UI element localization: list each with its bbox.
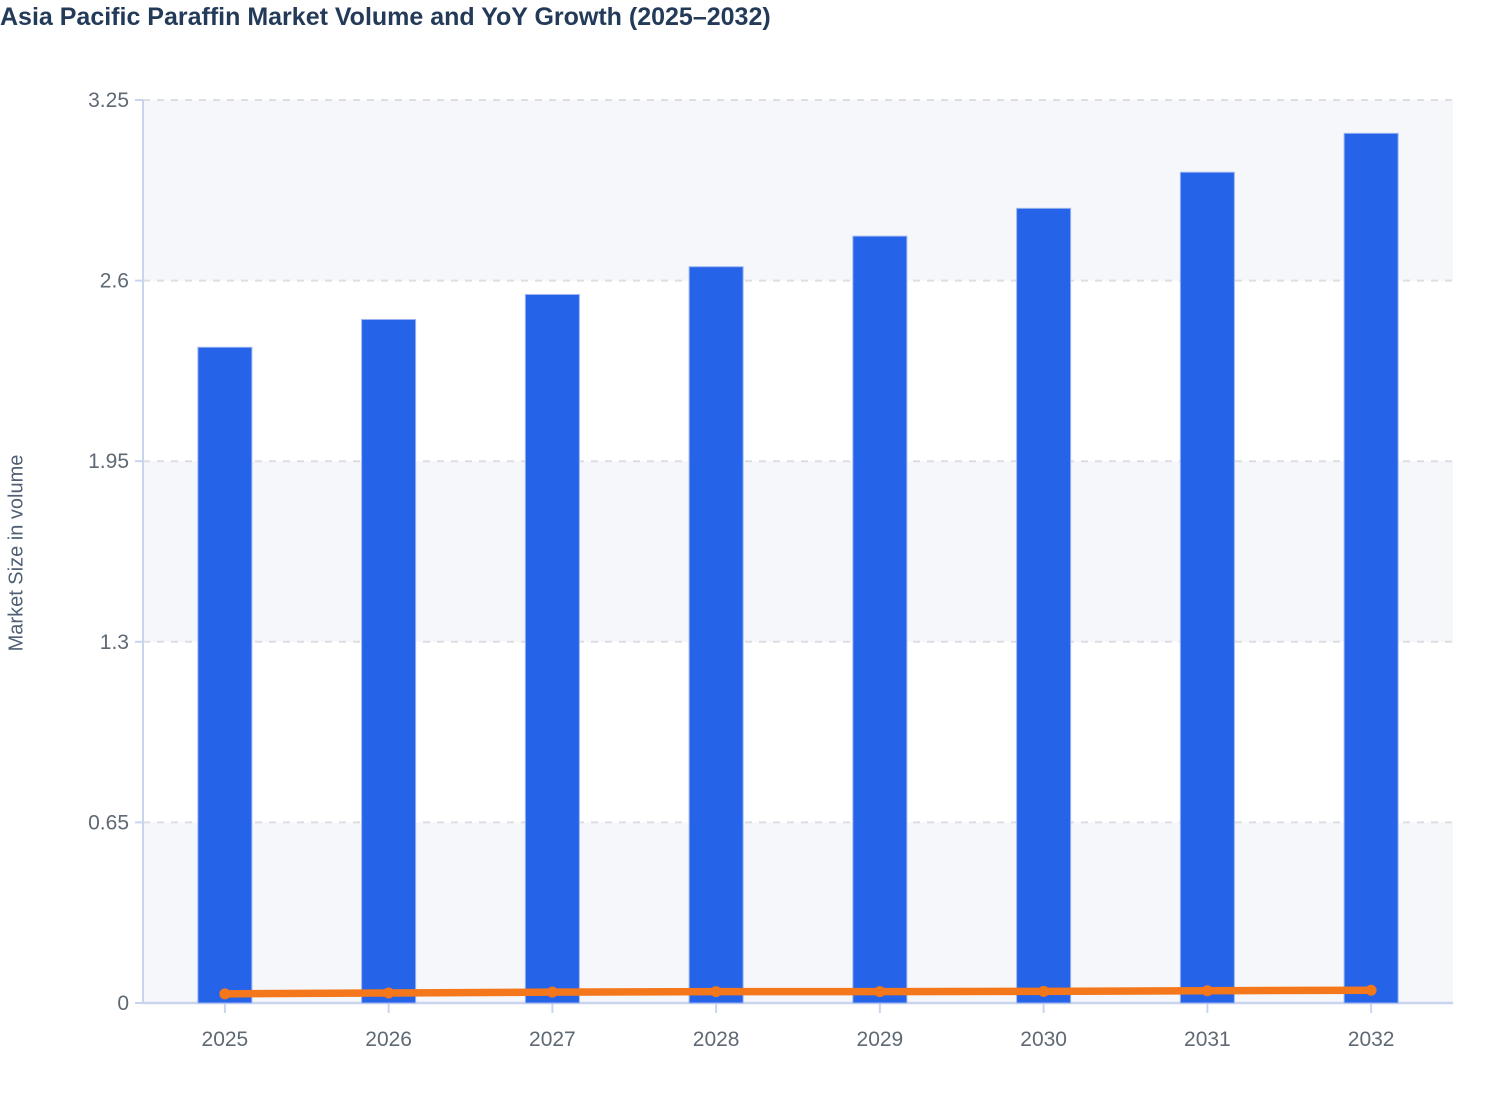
x-tick-label-2031: 2031 [1184,1028,1231,1051]
yoy-line [221,986,1375,998]
bar-2029[interactable] [852,235,908,1004]
plot-band [143,100,1453,281]
yoy-point-2032[interactable] [1365,984,1377,996]
yoy-point-2026[interactable] [383,987,395,999]
y-tick-label-3.25: 3.25 [88,89,129,112]
bar-2027[interactable] [524,293,580,1004]
x-tick-label-2032: 2032 [1348,1028,1395,1051]
yoy-point-2030[interactable] [1038,985,1050,997]
x-tick-label-2026: 2026 [365,1028,412,1051]
y-tick-label-1.3: 1.3 [100,631,129,654]
y-tick-label-0.65: 0.65 [88,811,129,834]
x-tick-label-2030: 2030 [1020,1028,1067,1051]
plot-band [143,822,1453,1003]
y-tick-label-2.6: 2.6 [100,270,129,293]
bar-2026[interactable] [361,318,417,1004]
x-tick-label-2025: 2025 [202,1028,249,1051]
bar-2030[interactable] [1016,207,1072,1004]
plot-band [143,461,1453,642]
yoy-point-2025[interactable] [219,988,231,1000]
bar-2025[interactable] [197,346,253,1004]
yoy-point-2028[interactable] [710,986,722,998]
bar-2028[interactable] [688,266,744,1004]
x-tick-label-2028: 2028 [693,1028,740,1051]
y-tick-label-0: 0 [117,992,129,1015]
chart-title: Asia Pacific Paraffin Market Volume and … [0,3,771,31]
yoy-point-2031[interactable] [1201,985,1213,997]
bar-2031[interactable] [1179,171,1235,1004]
y-tick-label-1.95: 1.95 [88,450,129,473]
bar-2032[interactable] [1343,132,1399,1004]
x-tick-label-2027: 2027 [529,1028,576,1051]
x-tick-label-2029: 2029 [857,1028,904,1051]
yoy-point-2029[interactable] [874,986,886,998]
yoy-point-2027[interactable] [546,986,558,998]
